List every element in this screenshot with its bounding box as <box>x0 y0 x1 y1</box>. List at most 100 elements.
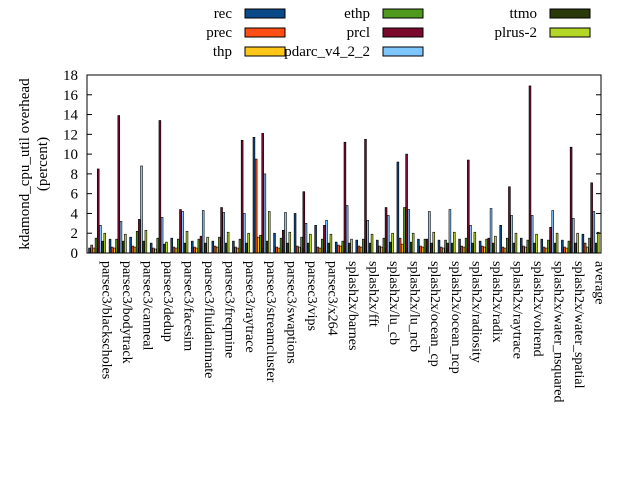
bar-rec <box>273 232 276 254</box>
bar-ttmo <box>101 240 104 254</box>
legend-label: ethp <box>344 6 370 22</box>
bar-ttmo <box>389 241 392 254</box>
bar-ethp <box>94 237 98 254</box>
bar-ethp <box>588 237 591 254</box>
bar-prcl <box>508 186 511 254</box>
x-tick-label: parsec3/dedup <box>160 261 175 342</box>
bar-pdarc_v4_2_2 <box>489 208 493 254</box>
x-tick-label: splash2x/lu_cb <box>386 261 401 345</box>
bar-prcl <box>158 120 162 254</box>
bar-prec <box>193 246 196 254</box>
x-tick-label: parsec3/canneal <box>139 261 154 350</box>
bar-ttmo <box>265 240 269 254</box>
bar-prec <box>234 246 237 254</box>
bar-ethp <box>526 239 530 254</box>
bars <box>88 85 600 254</box>
bar-prec <box>357 245 361 254</box>
bar-plrus-2 <box>288 231 292 254</box>
bar-ethp <box>300 236 303 254</box>
legend-swatch <box>382 46 424 57</box>
bar-plrus-2 <box>268 211 271 254</box>
bar-ttmo <box>327 242 330 254</box>
bar-thp <box>380 246 383 254</box>
bar-ethp <box>279 237 283 254</box>
bar-ethp <box>197 238 201 254</box>
bar-thp <box>277 247 281 254</box>
bar-thp <box>401 243 404 254</box>
y-axis-title: kdamond_cpu_util overhead (percent) <box>17 78 51 250</box>
x-tick-label: splash2x/water_spatial <box>571 261 586 389</box>
bar-ethp <box>567 240 571 254</box>
bar-plrus-2 <box>165 241 168 254</box>
legend-label: ttmo <box>509 6 537 22</box>
x-tick-label: splash2x/fft <box>366 261 381 327</box>
bar-ethp <box>505 237 509 254</box>
bar-rec <box>232 240 235 254</box>
bar-thp <box>133 246 137 254</box>
bar-prcl <box>261 133 264 254</box>
bar-plrus-2 <box>144 229 148 254</box>
bar-pdarc_v4_2_2 <box>201 210 205 254</box>
bar-rec <box>437 239 441 254</box>
y-tick-label: 12 <box>63 127 78 143</box>
legend-swatch <box>549 8 591 19</box>
bar-prec <box>90 244 93 254</box>
bar-ttmo <box>430 242 433 254</box>
bar-prec <box>275 246 278 254</box>
bar-prec <box>460 245 463 254</box>
legend-label: plrus-2 <box>495 25 538 41</box>
bar-ttmo <box>183 242 187 254</box>
bar-ttmo <box>163 243 166 254</box>
bar-rec <box>581 233 585 254</box>
x-tick-label: average <box>592 261 607 305</box>
bar-prcl <box>220 207 223 254</box>
x-tick-label: parsec3/blackscholes <box>98 261 113 379</box>
legend-swatch <box>244 27 286 38</box>
bar-ttmo <box>512 242 516 254</box>
bar-prec <box>172 246 176 254</box>
bar-ethp <box>341 240 345 254</box>
legend-item: pdarc_v4_2_2 <box>284 44 424 60</box>
bar-plrus-2 <box>309 233 312 254</box>
bar-thp <box>257 236 260 254</box>
bar-thp <box>524 246 527 254</box>
bar-plrus-2 <box>473 231 477 254</box>
bar-prec <box>398 237 402 254</box>
bar-ethp <box>382 237 386 254</box>
bar-thp <box>92 247 96 254</box>
legend-item: prcl <box>347 25 424 41</box>
bar-prec <box>439 246 443 254</box>
legend-swatch <box>244 8 286 19</box>
bar-plrus-2 <box>247 232 250 254</box>
bar-thp <box>195 247 198 254</box>
bar-rec <box>108 238 112 254</box>
x-tick-label: parsec3/raytrace <box>242 261 257 353</box>
legend-item: ttmo <box>509 6 591 22</box>
bar-pdarc_v4_2_2 <box>428 211 431 254</box>
bar-ethp <box>464 237 468 254</box>
bar-pdarc_v4_2_2 <box>592 211 596 254</box>
bar-thp <box>113 247 116 254</box>
bar-pdarc_v4_2_2 <box>551 210 554 254</box>
y-tick-label: 18 <box>63 68 78 84</box>
x-tick-label: splash2x/ocean_ncp <box>448 261 463 374</box>
bar-prec <box>316 246 320 254</box>
bar-pdarc_v4_2_2 <box>160 217 164 254</box>
bar-thp <box>586 246 589 254</box>
bar-ttmo <box>574 242 577 254</box>
bar-thp <box>339 245 342 254</box>
bar-ethp <box>177 238 180 254</box>
bar-prec <box>131 245 135 254</box>
bar-ttmo <box>348 242 351 254</box>
bar-pdarc_v4_2_2 <box>243 213 246 254</box>
bar-thp <box>503 247 507 254</box>
bar-ttmo <box>533 242 536 254</box>
bar-prcl <box>343 141 347 254</box>
y-axis-title-line: (percent) <box>35 137 51 191</box>
bar-pdarc_v4_2_2 <box>119 221 123 254</box>
bar-thp <box>236 247 240 254</box>
bar-ttmo <box>409 241 413 254</box>
bar-pdarc_v4_2_2 <box>366 220 369 254</box>
bar-prcl <box>302 191 306 254</box>
bar-prcl <box>364 138 367 254</box>
